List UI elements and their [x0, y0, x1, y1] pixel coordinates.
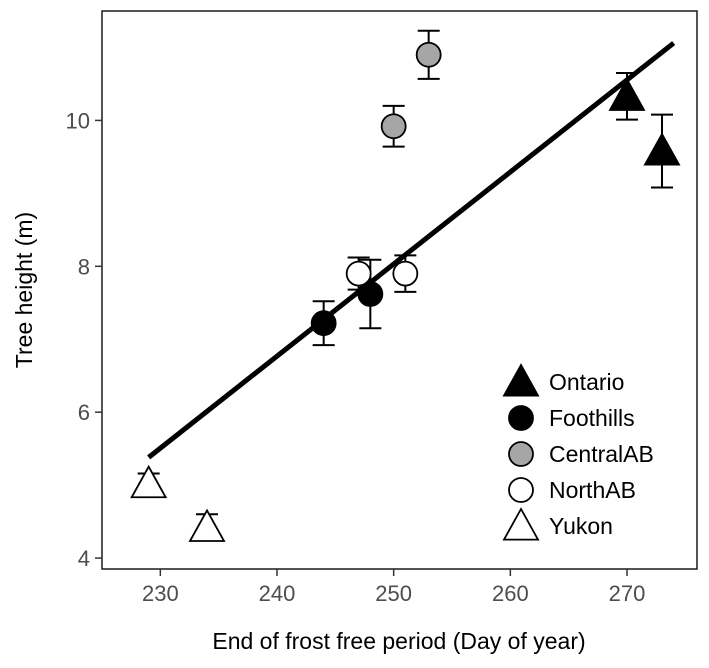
legend-key-ontario — [502, 363, 540, 397]
data-point-foothills — [357, 281, 384, 307]
data-point-foothills — [310, 310, 337, 337]
y-axis-title: Tree height (m) — [11, 212, 37, 368]
data-point-yukon — [130, 464, 168, 499]
data-point-northab — [392, 260, 419, 287]
regression-line — [147, 41, 676, 460]
legend-key-yukon — [502, 507, 540, 541]
y-tick-label: 8 — [78, 254, 90, 279]
data-point-ontario — [643, 132, 681, 166]
legend-label-northab: NorthAB — [549, 477, 636, 503]
data-point-yukon — [188, 508, 226, 542]
y-axis: 4 6 8 10 — [66, 108, 102, 571]
y-tick-label: 10 — [66, 108, 90, 133]
x-tick-label: 240 — [259, 581, 296, 606]
x-tick-label: 250 — [375, 581, 412, 606]
y-tick-label: 6 — [78, 400, 90, 425]
x-tick-label: 270 — [609, 581, 646, 606]
x-axis-title: End of frost free period (Day of year) — [212, 628, 585, 654]
data-point-centralab — [415, 41, 442, 68]
x-axis: 230 240 250 260 270 — [142, 569, 645, 606]
x-tick-label: 230 — [142, 581, 179, 606]
data-points — [130, 41, 681, 542]
legend-label-yukon: Yukon — [549, 513, 613, 539]
legend-key-northab — [508, 477, 534, 503]
x-tick-label: 260 — [492, 581, 529, 606]
legend-key-foothills — [508, 405, 534, 431]
legend: Ontario Foothills CentralAB NorthAB Yukon — [502, 363, 654, 541]
y-tick-label: 4 — [78, 546, 90, 571]
legend-label-centralab: CentralAB — [549, 441, 654, 467]
data-point-ontario — [608, 77, 646, 111]
legend-key-centralab — [508, 441, 534, 467]
regression-line-group — [147, 41, 676, 460]
data-point-northab — [345, 260, 372, 287]
legend-label-foothills: Foothills — [549, 405, 635, 431]
data-point-centralab — [380, 113, 407, 140]
legend-label-ontario: Ontario — [549, 369, 624, 395]
